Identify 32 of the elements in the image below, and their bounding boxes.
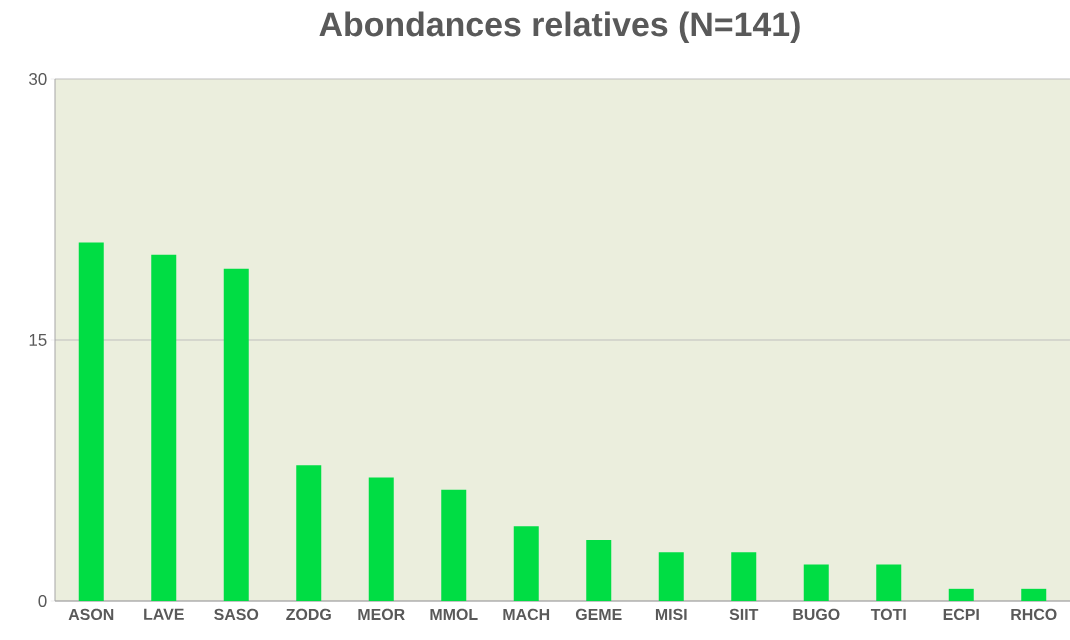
x-tick-label: ASON bbox=[68, 608, 114, 621]
x-tick-label: ECPI bbox=[943, 608, 979, 621]
bar bbox=[151, 254, 177, 601]
x-tick-label: ZODG bbox=[286, 608, 331, 621]
bar bbox=[803, 564, 829, 601]
x-tick-label: MMOL bbox=[430, 608, 478, 621]
x-tick-label: BUGO bbox=[793, 608, 840, 621]
bar bbox=[513, 526, 539, 601]
x-tick-label: LAVE bbox=[144, 608, 184, 620]
bar bbox=[441, 489, 467, 601]
x-tick-label: MACH bbox=[503, 608, 550, 621]
bar bbox=[78, 242, 104, 601]
bar bbox=[1021, 588, 1047, 601]
x-tick-label: SIIT bbox=[729, 608, 759, 621]
x-tick-label: RHCO bbox=[1011, 608, 1057, 621]
x-tick-label: TOTI bbox=[870, 608, 906, 621]
bar bbox=[658, 552, 684, 601]
x-tick-label: MISI bbox=[655, 608, 687, 621]
x-tick-label: SASO bbox=[214, 608, 259, 621]
bar bbox=[368, 477, 394, 601]
bar bbox=[876, 564, 902, 601]
y-tick-label: 15 bbox=[29, 334, 47, 346]
bar bbox=[948, 588, 974, 601]
y-tick-label: 0 bbox=[38, 595, 47, 607]
bar bbox=[731, 552, 757, 601]
bar bbox=[586, 540, 612, 601]
bar bbox=[223, 268, 249, 601]
chart-title: Abondances relatives (N=141) bbox=[319, 11, 800, 44]
x-tick-label: MEOR bbox=[358, 608, 405, 621]
y-tick-label: 30 bbox=[29, 73, 47, 85]
bar bbox=[296, 465, 322, 601]
x-tick-label: GEME bbox=[575, 608, 622, 621]
